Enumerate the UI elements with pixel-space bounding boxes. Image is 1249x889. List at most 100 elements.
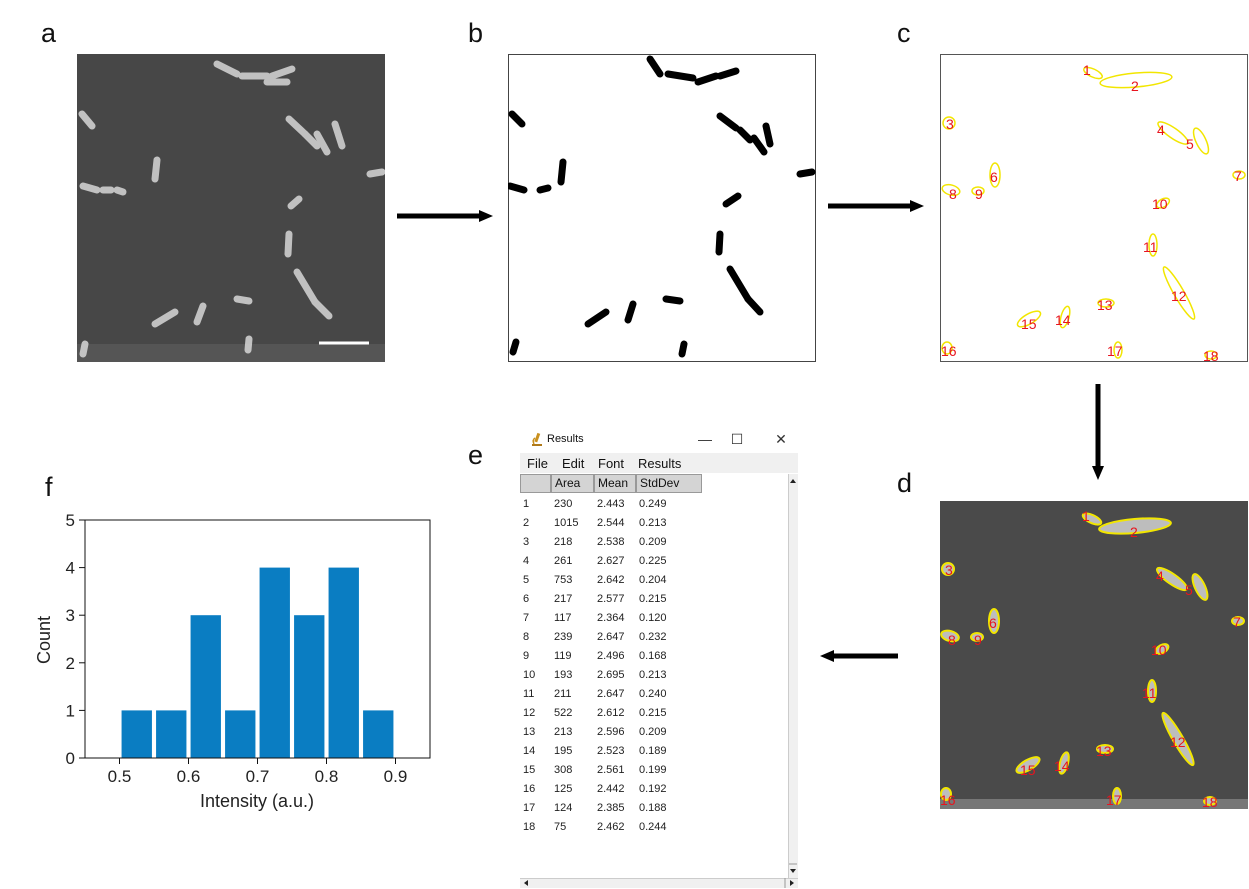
minimize-button[interactable]: — <box>698 431 712 447</box>
panel-label-a: a <box>41 18 57 48</box>
microscope-icon <box>532 432 542 446</box>
label-number: 3 <box>945 562 953 578</box>
table-row[interactable]: 5 753 2.642 0.204 <box>520 572 788 591</box>
vertical-scrollbar[interactable] <box>788 474 798 878</box>
mean-cell: 2.577 <box>597 593 625 605</box>
label-number: 10 <box>1151 642 1167 658</box>
menu-edit[interactable]: Edit <box>562 456 585 471</box>
row-index: 15 <box>523 764 536 776</box>
scroll-right-icon <box>790 880 794 886</box>
label-number: 14 <box>1055 312 1071 328</box>
label-number: 1 <box>1083 62 1091 78</box>
y-tick-label: 4 <box>66 559 75 578</box>
area-cell: 124 <box>554 802 573 814</box>
row-index: 6 <box>523 593 530 605</box>
panel-label-b: b <box>468 18 484 48</box>
menu-font[interactable]: Font <box>598 456 625 471</box>
row-index: 9 <box>523 650 530 662</box>
y-tick-label: 1 <box>66 701 75 720</box>
stddev-cell: 0.249 <box>639 498 667 510</box>
histogram-bar <box>259 567 290 758</box>
label-number: 13 <box>1096 743 1112 759</box>
table-row[interactable]: 18 75 2.462 0.244 <box>520 819 788 838</box>
stddev-cell: 0.209 <box>639 726 667 738</box>
mean-cell: 2.596 <box>597 726 625 738</box>
column-header-area[interactable]: Area <box>551 474 594 493</box>
table-row[interactable]: 15 308 2.561 0.199 <box>520 762 788 781</box>
label-number: 13 <box>1097 297 1113 313</box>
row-index: 7 <box>523 612 530 624</box>
column-header-index[interactable] <box>520 474 551 493</box>
histogram-bar <box>121 710 152 758</box>
table-row[interactable]: 6 217 2.577 0.215 <box>520 591 788 610</box>
window-title: Results <box>547 433 584 445</box>
table-row[interactable]: 3 218 2.538 0.209 <box>520 534 788 553</box>
arrow-right-icon <box>397 210 493 222</box>
label-number: 12 <box>1171 288 1187 304</box>
close-button[interactable]: ✕ <box>775 431 787 447</box>
table-row[interactable]: 4 261 2.627 0.225 <box>520 553 788 572</box>
y-tick-label: 2 <box>66 654 75 673</box>
label-number: 1 <box>1082 508 1090 524</box>
row-index: 13 <box>523 726 536 738</box>
table-row[interactable]: 8 239 2.647 0.232 <box>520 629 788 648</box>
menu-file[interactable]: File <box>527 456 548 471</box>
area-cell: 218 <box>554 536 573 548</box>
row-index: 14 <box>523 745 536 757</box>
table-row[interactable]: 17 124 2.385 0.188 <box>520 800 788 819</box>
row-index: 12 <box>523 707 536 719</box>
area-cell: 1015 <box>554 517 579 529</box>
column-header-stddev[interactable]: StdDev <box>636 474 702 493</box>
x-tick-label: 0.9 <box>384 767 408 786</box>
histogram-bar <box>190 615 221 758</box>
label-number: 8 <box>948 632 956 648</box>
label-number: 10 <box>1152 196 1168 212</box>
row-index: 16 <box>523 783 536 795</box>
table-row[interactable]: 13 213 2.596 0.209 <box>520 724 788 743</box>
area-cell: 308 <box>554 764 573 776</box>
mean-cell: 2.642 <box>597 574 625 586</box>
stddev-cell: 0.244 <box>639 821 667 833</box>
maximize-button[interactable]: ☐ <box>730 431 744 447</box>
histogram-chart: 0 1 2 3 4 5 0.5 0.6 0.7 0.8 0.9 Count Intensity (… <box>34 511 431 811</box>
row-index: 10 <box>523 669 536 681</box>
menu-bar: File Edit Font Results <box>520 453 798 473</box>
mean-cell: 2.544 <box>597 517 625 529</box>
x-tick-label: 0.6 <box>177 767 201 786</box>
stddev-cell: 0.213 <box>639 517 667 529</box>
table-row[interactable]: 11 211 2.647 0.240 <box>520 686 788 705</box>
table-row[interactable]: 16 125 2.442 0.192 <box>520 781 788 800</box>
table-row[interactable]: 12 522 2.612 0.215 <box>520 705 788 724</box>
row-index: 1 <box>523 498 530 510</box>
label-number: 15 <box>1020 762 1036 778</box>
panel-label-f: f <box>45 472 53 502</box>
histogram-bar <box>294 615 325 758</box>
window-titlebar[interactable]: Results — ☐ ✕ <box>520 426 798 452</box>
table-row[interactable]: 2 1015 2.544 0.213 <box>520 515 788 534</box>
row-index: 2 <box>523 517 530 529</box>
area-cell: 230 <box>554 498 573 510</box>
stddev-cell: 0.240 <box>639 688 667 700</box>
stddev-cell: 0.204 <box>639 574 667 586</box>
table-row[interactable]: 10 193 2.695 0.213 <box>520 667 788 686</box>
stddev-cell: 0.168 <box>639 650 667 662</box>
scroll-up-icon <box>790 479 796 483</box>
table-row[interactable]: 1 230 2.443 0.249 <box>520 496 788 515</box>
arrow-left-icon <box>820 650 898 662</box>
menu-results[interactable]: Results <box>638 456 682 471</box>
label-number: 2 <box>1130 524 1138 540</box>
table-row[interactable]: 14 195 2.523 0.189 <box>520 743 788 762</box>
label-number: 18 <box>1202 794 1218 809</box>
column-header-mean[interactable]: Mean <box>594 474 636 493</box>
label-number: 8 <box>949 186 957 202</box>
table-row[interactable]: 9 119 2.496 0.168 <box>520 648 788 667</box>
label-number: 18 <box>1203 348 1219 361</box>
label-number: 17 <box>1107 343 1123 359</box>
x-tick-label: 0.8 <box>315 767 339 786</box>
table-row[interactable]: 7 117 2.364 0.120 <box>520 610 788 629</box>
row-index: 4 <box>523 555 530 567</box>
panel-label-d: d <box>897 468 913 498</box>
row-index: 8 <box>523 631 530 643</box>
horizontal-scrollbar[interactable] <box>520 878 798 888</box>
stddev-cell: 0.225 <box>639 555 667 567</box>
